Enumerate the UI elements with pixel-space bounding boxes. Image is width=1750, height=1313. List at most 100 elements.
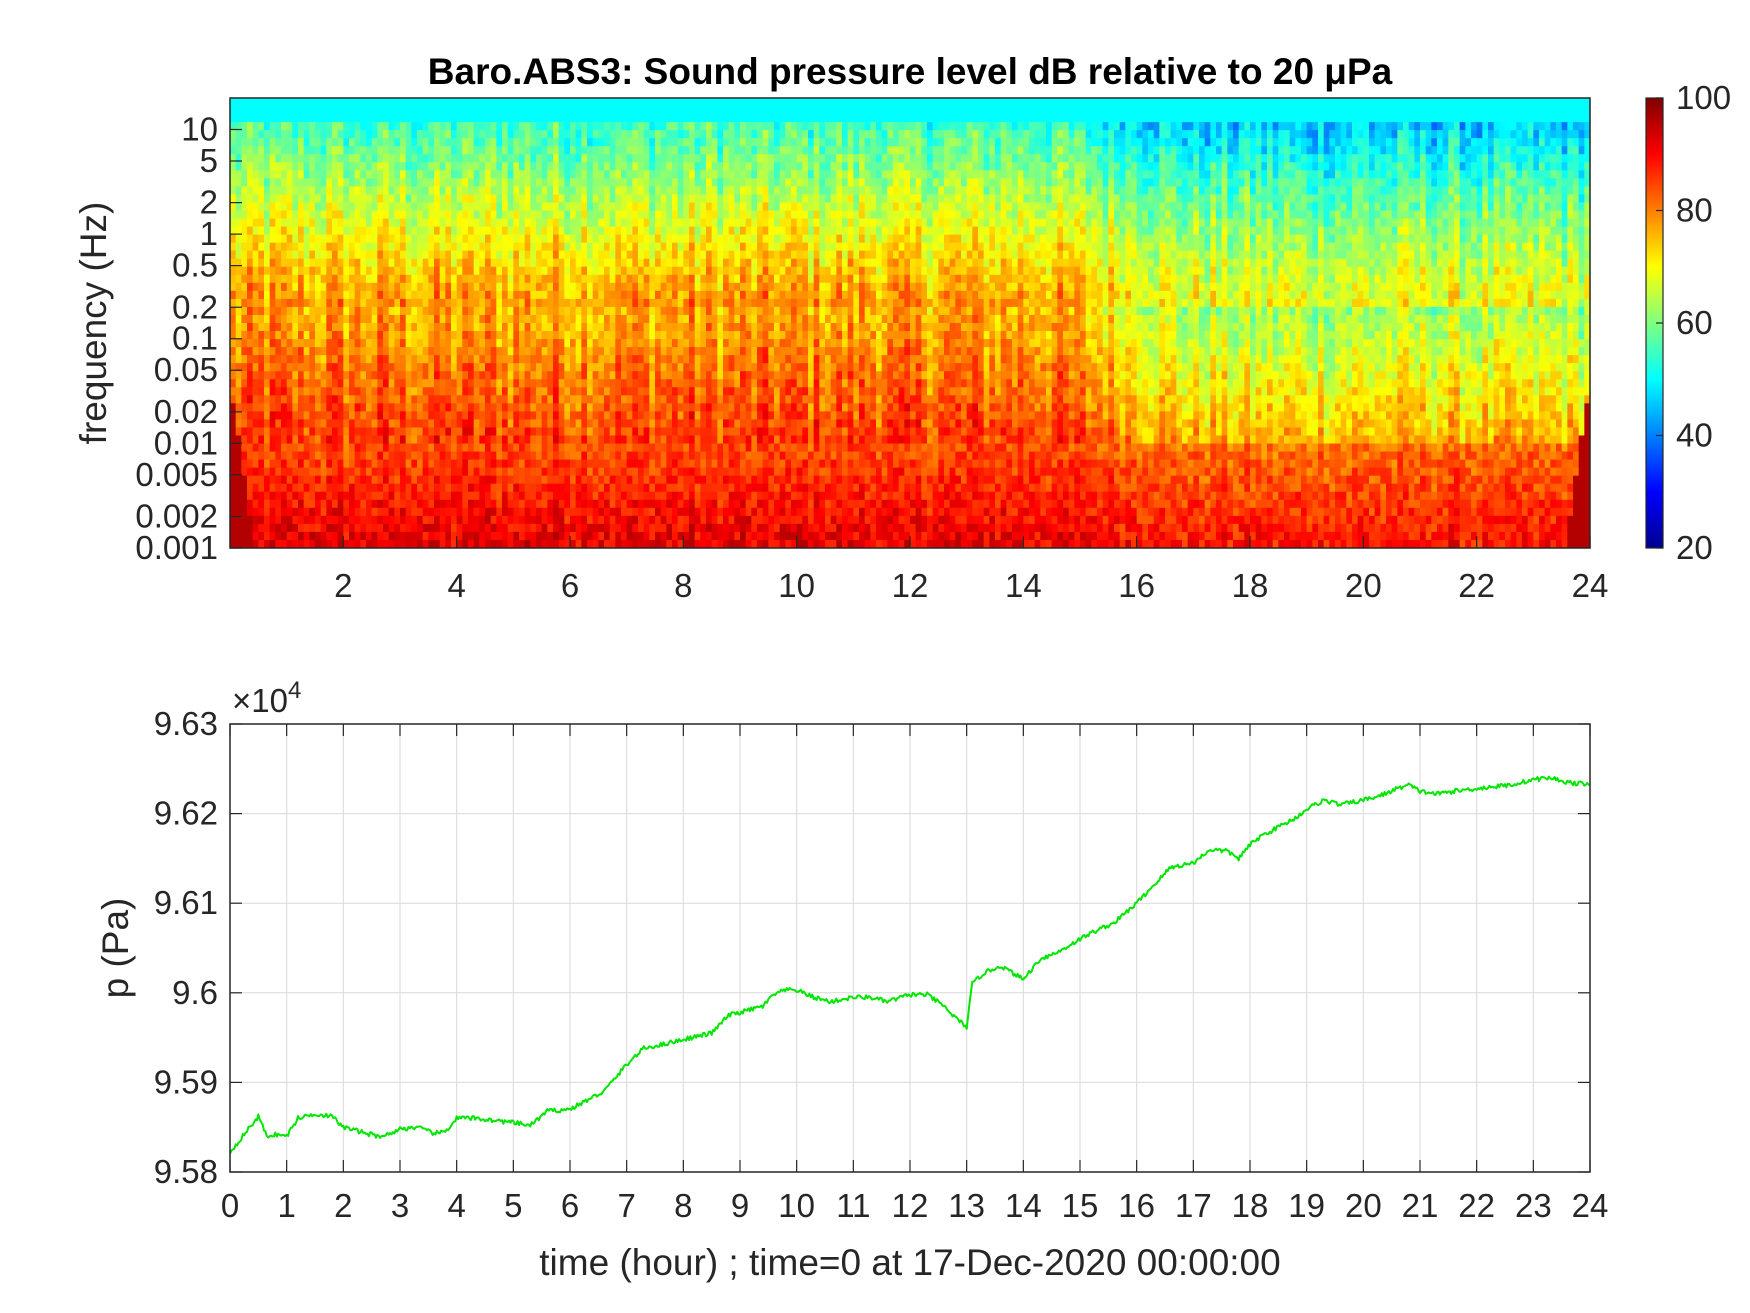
- heatmap-cell: [315, 226, 322, 236]
- heatmap-cell: [417, 98, 424, 107]
- heatmap-cell: [1335, 98, 1342, 107]
- heatmap-cell: [298, 154, 305, 163]
- heatmap-cell: [1556, 138, 1563, 147]
- heatmap-cell: [343, 122, 350, 131]
- heatmap-cell: [740, 258, 747, 268]
- heatmap-cell: [1029, 226, 1036, 236]
- heatmap-cell: [989, 154, 996, 163]
- heatmap-cell: [394, 122, 401, 131]
- heatmap-cell: [1357, 146, 1364, 155]
- heatmap-cell: [326, 130, 333, 139]
- heatmap-cell: [1306, 162, 1313, 171]
- heatmap-cell: [1301, 98, 1308, 107]
- heatmap-cell: [1425, 106, 1432, 115]
- heatmap-cell: [1527, 234, 1534, 244]
- heatmap-cell: [1159, 122, 1166, 131]
- heatmap-cell: [1176, 194, 1183, 204]
- heatmap-cell: [825, 186, 832, 196]
- heatmap-cell: [604, 258, 611, 268]
- heatmap-cell: [411, 178, 418, 187]
- heatmap-cell: [1335, 234, 1342, 244]
- heatmap-cell: [808, 250, 815, 260]
- heatmap-cell: [677, 130, 684, 139]
- heatmap-cell: [1000, 194, 1007, 204]
- heatmap-cell: [1029, 154, 1036, 163]
- heatmap-cell: [655, 146, 662, 155]
- heatmap-cell: [1414, 130, 1421, 139]
- heatmap-cell: [1550, 226, 1557, 236]
- heatmap-cell: [473, 210, 480, 220]
- heatmap-cell: [360, 146, 367, 155]
- heatmap-cell: [1034, 154, 1041, 163]
- heatmap-cell: [1306, 258, 1313, 268]
- heatmap-cell: [898, 226, 905, 236]
- heatmap-cell: [949, 210, 956, 220]
- heatmap-cell: [694, 98, 701, 107]
- heatmap-cell: [1493, 106, 1500, 115]
- heatmap-cell: [1556, 218, 1563, 228]
- heatmap-cell: [315, 146, 322, 155]
- heatmap-cell: [955, 170, 962, 179]
- heatmap-cell: [1176, 162, 1183, 171]
- heatmap-cell: [1136, 218, 1143, 228]
- heatmap-cell: [1403, 146, 1410, 155]
- heatmap-cell: [621, 130, 628, 139]
- heatmap-cell: [1165, 250, 1172, 260]
- heatmap-cell: [796, 162, 803, 171]
- heatmap-cell: [536, 186, 543, 196]
- heatmap-cell: [383, 138, 390, 147]
- heatmap-cell: [1488, 122, 1495, 131]
- heatmap-cell: [1363, 194, 1370, 204]
- heatmap-cell: [1403, 250, 1410, 260]
- heatmap-cell: [621, 210, 628, 220]
- heatmap-cell: [1034, 242, 1041, 252]
- heatmap-cell: [813, 242, 820, 252]
- heatmap-cell: [1414, 98, 1421, 107]
- heatmap-cell: [1244, 154, 1251, 163]
- heatmap-cell: [1227, 106, 1234, 115]
- heatmap-cell: [774, 186, 781, 196]
- heatmap-cell: [269, 218, 276, 228]
- heatmap-cell: [502, 194, 509, 204]
- heatmap-cell: [632, 138, 639, 147]
- heatmap-cell: [621, 154, 628, 163]
- heatmap-cell: [711, 202, 718, 212]
- heatmap-cell: [1068, 218, 1075, 228]
- heatmap-cell: [360, 138, 367, 147]
- heatmap-cell: [394, 242, 401, 252]
- heatmap-cell: [1561, 106, 1568, 115]
- heatmap-cell: [1267, 114, 1274, 123]
- heatmap-cell: [609, 162, 616, 171]
- heatmap-cell: [978, 154, 985, 163]
- heatmap-cell: [1363, 178, 1370, 187]
- heatmap-cell: [530, 130, 537, 139]
- heatmap-cell: [734, 146, 741, 155]
- heatmap-cell: [1165, 146, 1172, 155]
- heatmap-cell: [1352, 202, 1359, 212]
- heatmap-cell: [1346, 162, 1353, 171]
- heatmap-cell: [524, 146, 531, 155]
- heatmap-cell: [632, 250, 639, 260]
- heatmap-cell: [1125, 138, 1132, 147]
- heatmap-cell: [819, 258, 826, 268]
- heatmap-cell: [915, 186, 922, 196]
- heatmap-cell: [1272, 186, 1279, 196]
- heatmap-cell: [989, 250, 996, 260]
- heatmap-cell: [1369, 178, 1376, 187]
- heatmap-cell: [847, 234, 854, 244]
- heatmap-cell: [1369, 122, 1376, 131]
- heatmap-cell: [677, 210, 684, 220]
- heatmap-cell: [1085, 98, 1092, 107]
- heatmap-cell: [1119, 226, 1126, 236]
- heatmap-cell: [689, 146, 696, 155]
- heatmap-cell: [995, 130, 1002, 139]
- heatmap-cell: [1233, 218, 1240, 228]
- heatmap-cell: [541, 218, 548, 228]
- heatmap-cell: [700, 218, 707, 228]
- heatmap-cell: [1108, 98, 1115, 107]
- heatmap-cell: [723, 186, 730, 196]
- heatmap-cell: [264, 170, 271, 179]
- heatmap-cell: [479, 242, 486, 252]
- heatmap-cell: [955, 242, 962, 252]
- heatmap-cell: [808, 218, 815, 228]
